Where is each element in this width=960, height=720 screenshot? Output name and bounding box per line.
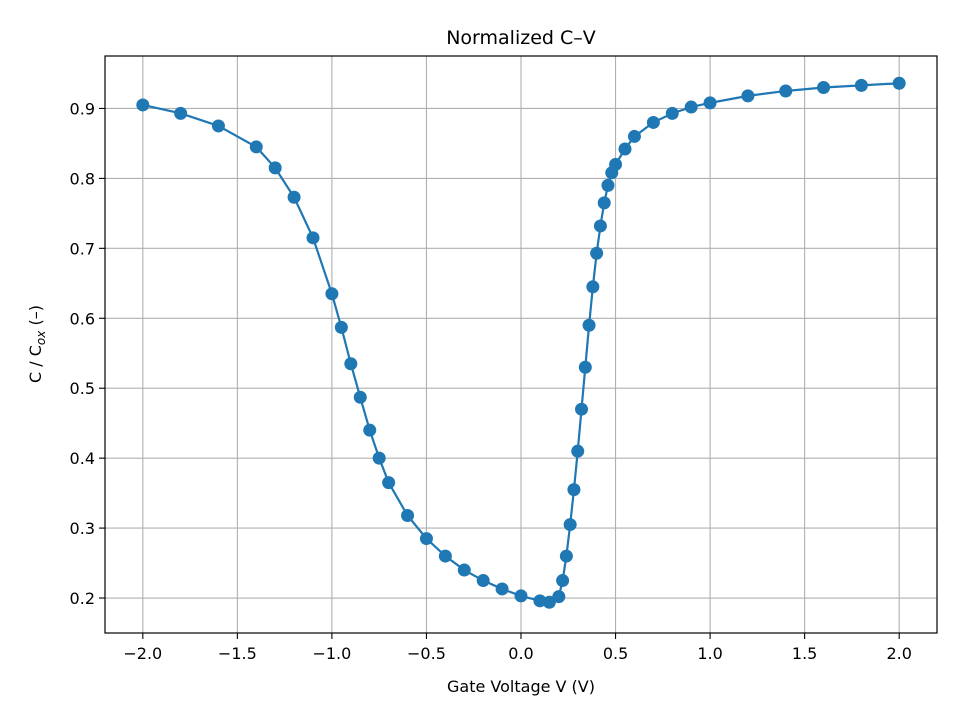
y-tick-label: 0.7 bbox=[70, 239, 95, 258]
data-point bbox=[306, 231, 320, 245]
data-point bbox=[582, 318, 596, 332]
data-point bbox=[779, 84, 793, 98]
data-point bbox=[287, 190, 301, 204]
x-axis: −2.0 −1.5 −1.0 −0.5 0.0 0.5 1.0 1.5 2.0 bbox=[123, 633, 912, 663]
data-point bbox=[353, 390, 367, 404]
y-tick-label: 0.5 bbox=[70, 379, 95, 398]
x-tick-label: 0.0 bbox=[508, 644, 533, 663]
data-point bbox=[325, 287, 339, 301]
x-tick-label: −1.0 bbox=[312, 644, 351, 663]
data-point bbox=[344, 357, 358, 371]
y-tick-label: 0.6 bbox=[70, 309, 95, 328]
data-point bbox=[563, 518, 577, 532]
data-point bbox=[703, 96, 717, 110]
y-axis: 0.2 0.3 0.4 0.5 0.6 0.7 0.8 0.9 bbox=[70, 99, 105, 608]
x-axis-label: Gate Voltage V (V) bbox=[447, 677, 595, 696]
data-point bbox=[817, 80, 831, 94]
y-tick-label: 0.4 bbox=[70, 449, 95, 468]
x-tick-label: −1.5 bbox=[218, 644, 257, 663]
y-tick-label: 0.3 bbox=[70, 519, 95, 538]
data-point bbox=[211, 119, 225, 133]
data-point bbox=[590, 246, 604, 260]
data-point bbox=[646, 115, 660, 129]
data-point bbox=[567, 483, 581, 497]
data-point bbox=[556, 574, 570, 588]
data-point bbox=[268, 161, 282, 175]
data-point bbox=[363, 423, 377, 437]
data-point bbox=[892, 76, 906, 90]
data-point bbox=[372, 451, 386, 465]
data-point bbox=[552, 590, 566, 604]
grid-lines bbox=[105, 56, 937, 633]
chart-title: Normalized C–V bbox=[446, 27, 596, 49]
data-point bbox=[684, 100, 698, 114]
data-point bbox=[334, 320, 348, 334]
x-tick-label: 2.0 bbox=[886, 644, 911, 663]
data-point bbox=[665, 106, 679, 120]
data-point bbox=[571, 444, 585, 458]
data-point bbox=[174, 106, 188, 120]
y-tick-label: 0.8 bbox=[70, 169, 95, 188]
y-tick-label: 0.9 bbox=[70, 99, 95, 118]
y-axis-label-sub: ox bbox=[34, 330, 48, 345]
x-tick-label: 1.0 bbox=[697, 644, 722, 663]
data-point bbox=[249, 140, 263, 154]
data-point bbox=[136, 98, 150, 112]
data-point bbox=[741, 89, 755, 103]
data-point bbox=[609, 157, 623, 171]
data-point bbox=[476, 574, 490, 588]
data-point bbox=[597, 196, 611, 210]
y-axis-label-base: C / C bbox=[26, 345, 45, 383]
x-tick-label: −2.0 bbox=[123, 644, 162, 663]
data-point bbox=[593, 219, 607, 233]
data-point bbox=[419, 532, 433, 546]
data-point bbox=[401, 509, 415, 522]
data-point bbox=[601, 178, 615, 192]
data-point bbox=[457, 563, 471, 577]
y-axis-label: C / Cox (–) bbox=[26, 305, 48, 383]
series-layer bbox=[136, 76, 906, 609]
x-tick-label: −0.5 bbox=[407, 644, 446, 663]
x-tick-label: 1.5 bbox=[792, 644, 817, 663]
data-point bbox=[495, 582, 509, 596]
data-point bbox=[586, 280, 600, 294]
y-tick-label: 0.2 bbox=[70, 589, 95, 608]
data-point bbox=[854, 78, 868, 92]
data-point bbox=[575, 402, 589, 416]
data-point bbox=[578, 360, 592, 374]
data-point bbox=[542, 595, 556, 609]
data-point bbox=[438, 549, 452, 563]
data-point bbox=[559, 549, 573, 563]
x-tick-label: 0.5 bbox=[603, 644, 628, 663]
data-point bbox=[382, 476, 396, 490]
y-axis-label-tail: (–) bbox=[26, 305, 45, 331]
data-point bbox=[627, 129, 641, 143]
data-point bbox=[618, 142, 632, 156]
data-point bbox=[514, 589, 528, 603]
